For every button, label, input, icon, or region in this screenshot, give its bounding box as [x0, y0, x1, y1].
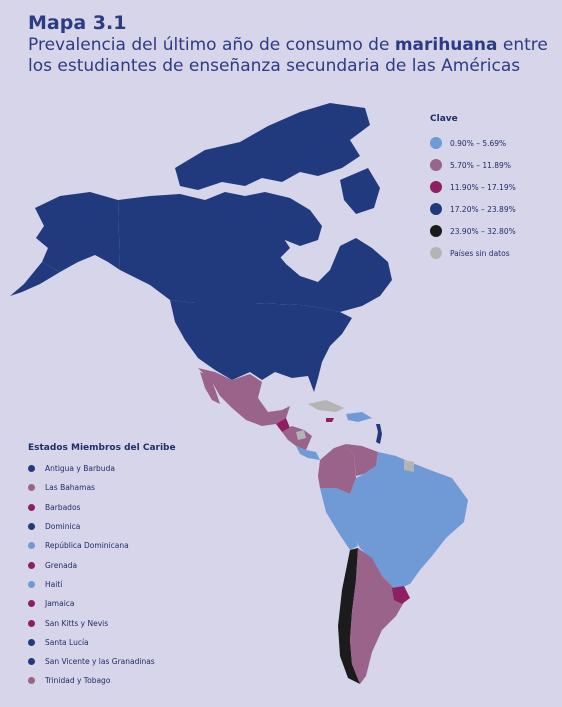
- subtitle-text-before: Prevalencia del último año de consumo de: [28, 35, 395, 55]
- legend-list: 0.90% – 5.69% 5.70% – 11.89% 11.90% – 17.1…: [430, 132, 560, 264]
- region-hispaniola: [346, 412, 372, 422]
- subtitle-text-after: entre los estudiantes de enseñanza secun…: [28, 35, 548, 76]
- caribbean-label: Dominica: [45, 522, 81, 532]
- region-canada-mainland: [118, 192, 392, 312]
- title-block: Mapa 3.1 Prevalencia del último año de c…: [28, 12, 558, 77]
- caribbean-swatch: [28, 561, 35, 569]
- caribbean-swatch: [28, 638, 35, 646]
- region-jamaica: [326, 418, 334, 422]
- region-colombia: [318, 444, 356, 494]
- caribbean-label: República Dominicana: [45, 541, 129, 551]
- caribbean-label: Trinidad y Tobago: [45, 676, 111, 686]
- caribbean-swatch: [28, 580, 35, 588]
- caribbean-swatch: [28, 523, 35, 531]
- legend-title: Clave: [430, 114, 458, 124]
- caribbean-item: Trinidad y Tobago: [28, 671, 228, 690]
- legend: Clave 0.90% – 5.69% 5.70% – 11.89% 11.90% …: [430, 114, 560, 264]
- legend-swatch: [430, 203, 442, 215]
- caribbean-item: Grenada: [28, 555, 228, 574]
- region-venezuela: [346, 444, 378, 476]
- caribbean-item: Barbados: [28, 498, 228, 517]
- caribbean-swatch: [28, 465, 35, 473]
- region-guatemala: [276, 418, 290, 432]
- region-cuba: [308, 400, 344, 412]
- region-greenland-west-island: [340, 168, 380, 214]
- subtitle-highlight: marihuana: [394, 35, 498, 55]
- legend-label: Países sin datos: [450, 248, 510, 258]
- legend-label: 5.70% – 11.89%: [450, 160, 511, 170]
- caribbean-label: Haití: [45, 579, 63, 589]
- region-argentina: [350, 548, 404, 684]
- region-costa-rica-panama: [296, 446, 320, 460]
- region-uruguay: [392, 586, 410, 604]
- caribbean-item: Las Bahamas: [28, 478, 228, 497]
- legend-swatch: [430, 225, 442, 237]
- region-baja-california: [200, 372, 220, 404]
- caribbean-item: Santa Lucía: [28, 633, 228, 652]
- region-united-states: [170, 300, 352, 392]
- legend-item: 17.20% – 23.89%: [430, 198, 560, 220]
- region-alaska: [35, 192, 120, 272]
- legend-label: 23.90% – 32.80%: [450, 226, 516, 236]
- caribbean-label: Barbados: [45, 502, 81, 512]
- caribbean-item: San Kitts y Nevis: [28, 613, 228, 632]
- legend-swatch: [430, 137, 442, 149]
- caribbean-member-list: Estados Miembros del Caribe Antigua y Ba…: [28, 443, 228, 691]
- legend-item: 5.70% – 11.89%: [430, 154, 560, 176]
- caribbean-label: San Vicente y las Granadinas: [45, 657, 155, 667]
- region-chile: [338, 548, 360, 684]
- region-alaska-peninsula: [10, 262, 60, 296]
- caribbean-item: Haití: [28, 575, 228, 594]
- legend-swatch: [430, 247, 442, 259]
- region-canada-arctic-islands: [175, 103, 370, 190]
- map-subtitle: Prevalencia del último año de consumo de…: [28, 35, 558, 77]
- caribbean-swatch: [28, 503, 35, 511]
- legend-item: Países sin datos: [430, 242, 560, 264]
- caribbean-swatch: [28, 619, 35, 627]
- caribbean-swatch: [28, 542, 35, 550]
- region-mexico: [198, 368, 290, 426]
- region-peru-coast: [320, 488, 358, 550]
- legend-swatch: [430, 181, 442, 193]
- caribbean-item: Jamaica: [28, 594, 228, 613]
- legend-item: 23.90% – 32.80%: [430, 220, 560, 242]
- caribbean-label: Grenada: [45, 560, 78, 570]
- region-guianas-no-data: [404, 460, 414, 472]
- caribbean-swatch: [28, 484, 35, 492]
- caribbean-item: República Dominicana: [28, 536, 228, 555]
- caribbean-swatch: [28, 677, 35, 685]
- caribbean-item: Antigua y Barbuda: [28, 459, 228, 478]
- caribbean-label: Antigua y Barbuda: [45, 464, 115, 474]
- caribbean-items: Antigua y Barbuda Las Bahamas Barbados Domi…: [28, 459, 228, 691]
- caribbean-label: Santa Lucía: [45, 637, 89, 647]
- caribbean-item: San Vicente y las Granadinas: [28, 652, 228, 671]
- legend-label: 0.90% – 5.69%: [450, 138, 507, 148]
- legend-swatch: [430, 159, 442, 171]
- region-brazil-andes: [328, 452, 468, 590]
- region-polar-island: [268, 236, 290, 258]
- legend-item: 11.90% – 17.19%: [430, 176, 560, 198]
- caribbean-label: Jamaica: [45, 599, 75, 609]
- caribbean-label: Las Bahamas: [45, 483, 95, 493]
- legend-label: 11.90% – 17.19%: [450, 182, 516, 192]
- region-central-america-no-data: [296, 430, 306, 440]
- map-label: Mapa 3.1: [28, 12, 127, 34]
- caribbean-swatch: [28, 600, 35, 608]
- legend-item: 0.90% – 5.69%: [430, 132, 560, 154]
- region-honduras-nicaragua: [282, 426, 312, 450]
- region-lesser-antilles: [376, 424, 382, 444]
- caribbean-swatch: [28, 658, 35, 666]
- caribbean-item: Dominica: [28, 517, 228, 536]
- caribbean-label: San Kitts y Nevis: [45, 618, 109, 628]
- caribbean-title: Estados Miembros del Caribe: [28, 443, 176, 453]
- legend-label: 17.20% – 23.89%: [450, 204, 516, 214]
